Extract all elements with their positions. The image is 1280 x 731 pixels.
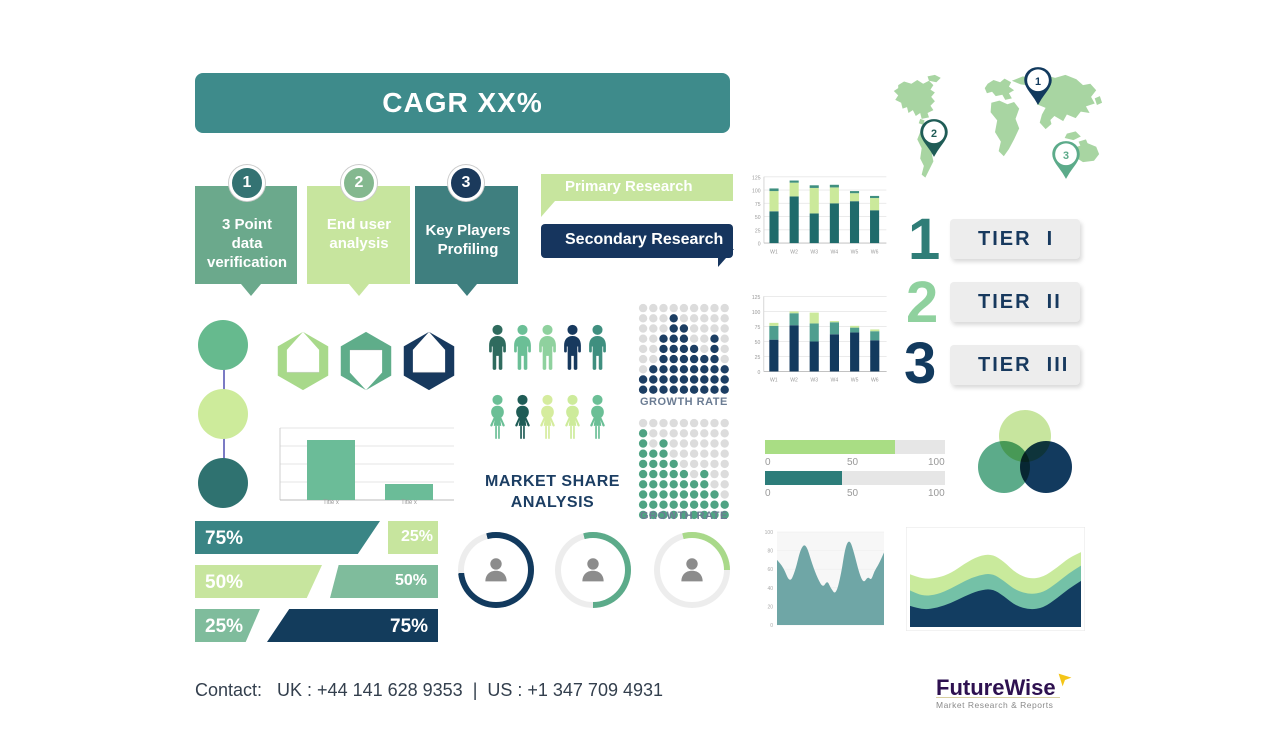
svg-text:125: 125 (752, 295, 761, 301)
svg-text:3: 3 (1063, 150, 1069, 162)
svg-text:100: 100 (765, 530, 774, 536)
svg-text:100: 100 (752, 189, 761, 195)
svg-text:W2: W2 (790, 378, 798, 384)
svg-text:W5: W5 (851, 378, 859, 384)
svg-text:W6: W6 (871, 249, 879, 255)
svg-text:Title x: Title x (323, 500, 339, 505)
svg-text:80: 80 (767, 549, 773, 555)
svg-text:25: 25 (755, 228, 761, 234)
svg-text:20: 20 (767, 604, 773, 610)
svg-text:W4: W4 (831, 378, 839, 384)
svg-text:50: 50 (755, 340, 761, 346)
svg-text:75: 75 (755, 325, 761, 331)
svg-text:60: 60 (767, 567, 773, 573)
svg-text:W1: W1 (770, 378, 778, 384)
svg-text:W3: W3 (810, 378, 818, 384)
svg-text:2: 2 (931, 128, 937, 140)
svg-text:75: 75 (755, 202, 761, 208)
svg-text:W1: W1 (770, 249, 778, 255)
svg-text:W5: W5 (851, 249, 859, 255)
svg-text:W3: W3 (810, 249, 818, 255)
svg-text:0: 0 (758, 242, 761, 248)
svg-text:0: 0 (758, 370, 761, 376)
svg-text:0: 0 (770, 623, 773, 629)
svg-text:Title x: Title x (401, 500, 417, 505)
svg-text:40: 40 (767, 586, 773, 592)
svg-text:W2: W2 (790, 249, 798, 255)
svg-text:50: 50 (755, 215, 761, 221)
svg-text:W6: W6 (871, 378, 879, 384)
svg-text:100: 100 (752, 310, 761, 316)
svg-text:125: 125 (752, 175, 761, 181)
svg-text:W4: W4 (831, 249, 839, 255)
svg-text:25: 25 (755, 355, 761, 361)
svg-text:1: 1 (1035, 76, 1041, 88)
